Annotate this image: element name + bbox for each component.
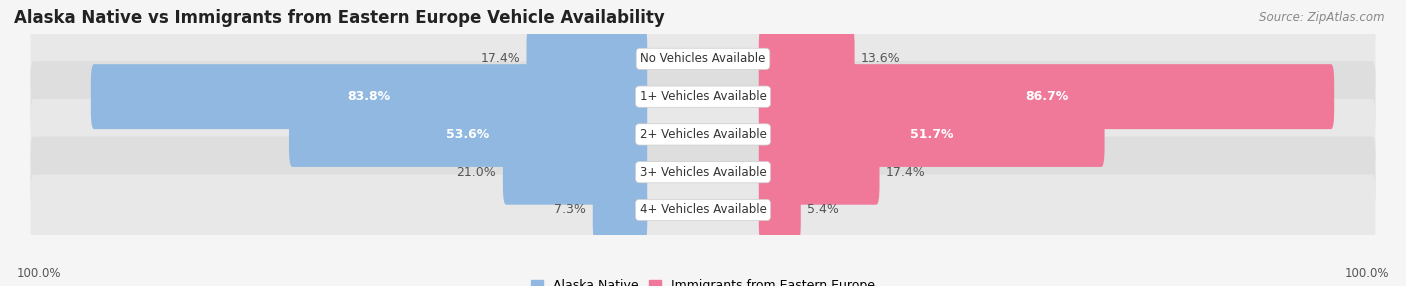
FancyBboxPatch shape <box>31 137 1375 208</box>
FancyBboxPatch shape <box>526 26 647 91</box>
FancyBboxPatch shape <box>759 140 880 205</box>
Text: 100.0%: 100.0% <box>1344 267 1389 280</box>
Text: 83.8%: 83.8% <box>347 90 391 103</box>
Text: 86.7%: 86.7% <box>1025 90 1069 103</box>
Text: 53.6%: 53.6% <box>447 128 489 141</box>
FancyBboxPatch shape <box>593 178 647 243</box>
Text: 2+ Vehicles Available: 2+ Vehicles Available <box>640 128 766 141</box>
FancyBboxPatch shape <box>91 64 647 129</box>
FancyBboxPatch shape <box>503 140 647 205</box>
FancyBboxPatch shape <box>31 23 1375 94</box>
Text: 7.3%: 7.3% <box>554 203 586 217</box>
Text: 17.4%: 17.4% <box>481 52 520 65</box>
FancyBboxPatch shape <box>31 61 1375 132</box>
FancyBboxPatch shape <box>759 102 1105 167</box>
Text: Source: ZipAtlas.com: Source: ZipAtlas.com <box>1260 11 1385 24</box>
Text: 100.0%: 100.0% <box>17 267 62 280</box>
FancyBboxPatch shape <box>759 26 855 91</box>
Text: 17.4%: 17.4% <box>886 166 925 179</box>
Text: 13.6%: 13.6% <box>860 52 901 65</box>
Text: 4+ Vehicles Available: 4+ Vehicles Available <box>640 203 766 217</box>
FancyBboxPatch shape <box>31 174 1375 245</box>
Text: No Vehicles Available: No Vehicles Available <box>640 52 766 65</box>
Text: 3+ Vehicles Available: 3+ Vehicles Available <box>640 166 766 179</box>
Text: 21.0%: 21.0% <box>457 166 496 179</box>
Text: 1+ Vehicles Available: 1+ Vehicles Available <box>640 90 766 103</box>
Text: 51.7%: 51.7% <box>910 128 953 141</box>
FancyBboxPatch shape <box>290 102 647 167</box>
FancyBboxPatch shape <box>759 178 801 243</box>
FancyBboxPatch shape <box>31 99 1375 170</box>
Text: Alaska Native vs Immigrants from Eastern Europe Vehicle Availability: Alaska Native vs Immigrants from Eastern… <box>14 9 665 27</box>
Legend: Alaska Native, Immigrants from Eastern Europe: Alaska Native, Immigrants from Eastern E… <box>530 279 876 286</box>
FancyBboxPatch shape <box>759 64 1334 129</box>
Text: 5.4%: 5.4% <box>807 203 839 217</box>
